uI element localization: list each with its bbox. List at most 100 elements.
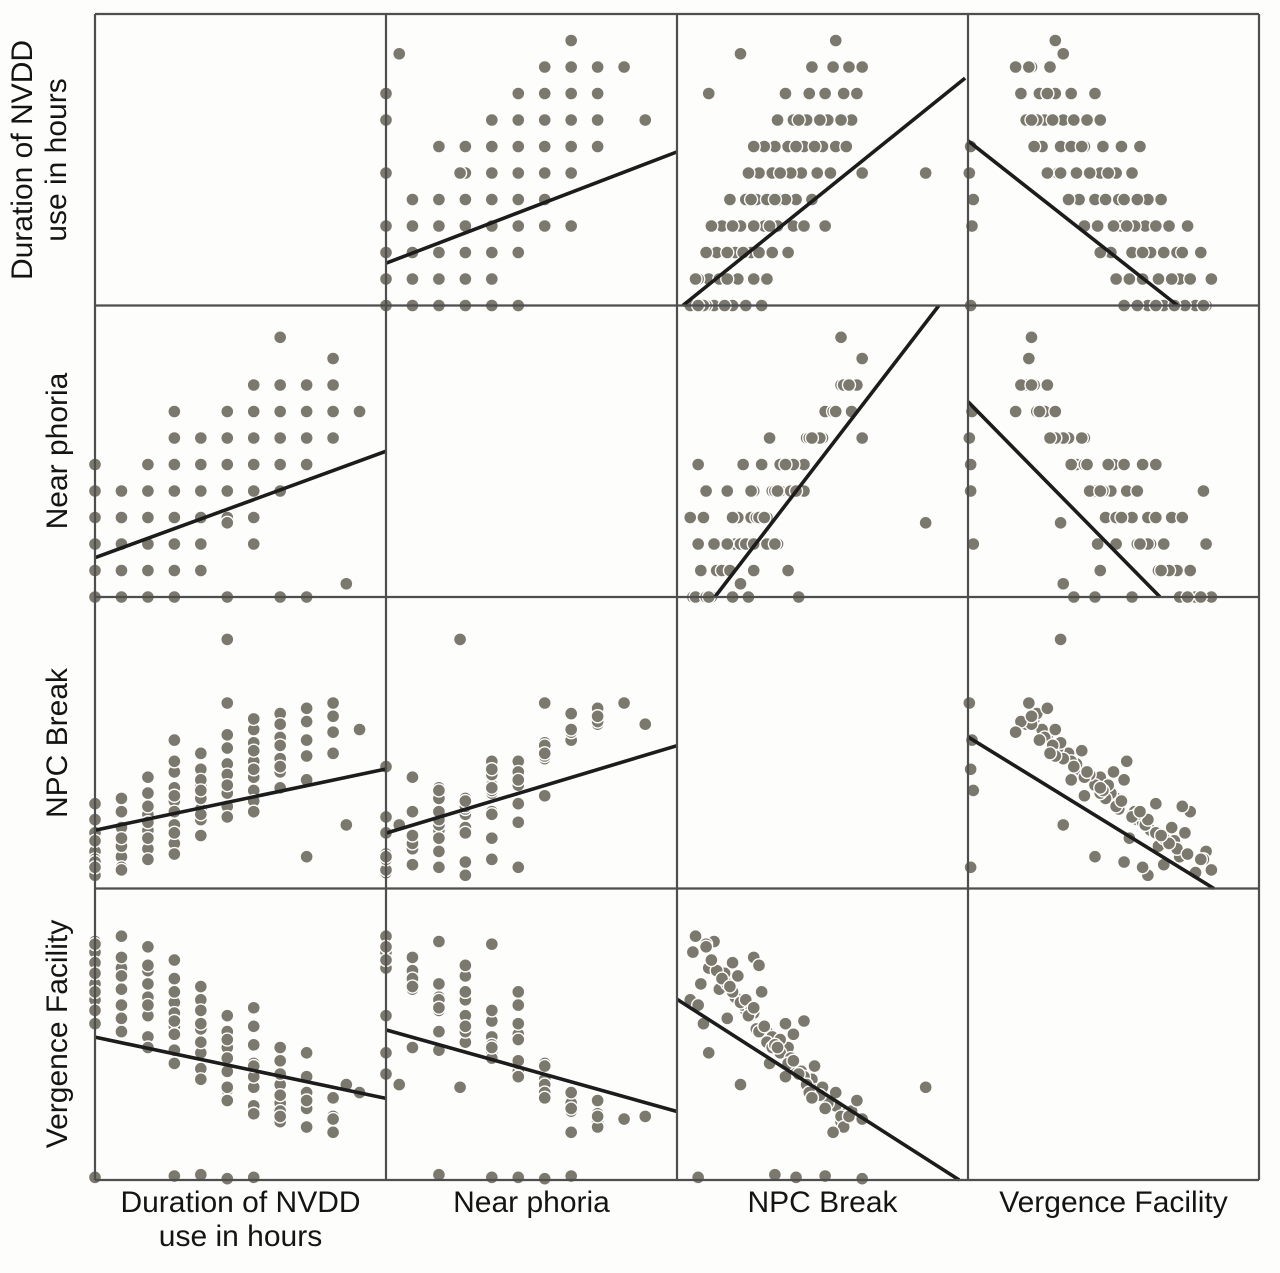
scatter-point [299,1045,314,1061]
scatter-point [220,515,235,530]
scatter-point [193,828,209,843]
scatter-point [140,997,156,1013]
scatter-point [246,1106,261,1121]
scatter-point [1087,849,1103,864]
scatter-point [272,404,288,419]
scatter-point [220,1080,235,1095]
scatter-point [405,950,420,965]
scatter-point [272,738,288,753]
scatter-point [272,1053,288,1068]
scatter-point [720,483,735,499]
scatter-point [1063,457,1079,472]
scatter-point [193,746,209,761]
scatter-point [746,218,761,234]
scatter-point [140,457,156,472]
scatter-point [1156,245,1171,260]
scatter-point [167,1027,182,1042]
scatter-point [431,192,447,207]
scatter-point [272,1109,288,1124]
scatter-point [452,1080,468,1095]
scatter-point [1148,796,1164,811]
scatter-point [780,563,796,578]
scatter-point [1177,825,1193,841]
scatter-point [484,780,500,795]
scatter-point [616,59,632,75]
scatter-point [1024,377,1039,393]
scatter-point [725,218,740,234]
scatter-point [392,1077,407,1092]
scatter-point [458,245,473,260]
scatter-point [193,430,209,446]
scatter-point [563,33,579,48]
scatter-panel [968,14,1259,306]
scatter-point [590,1093,605,1108]
scatter-point [458,868,473,883]
scatter-point [272,377,288,393]
scatter-point [299,701,314,716]
scatter-point [1053,632,1068,647]
fit-line [713,304,941,599]
scatter-point [452,632,468,647]
scatter-point [1116,854,1132,870]
scatter-point [1196,483,1211,499]
scatter-panel [968,597,1259,889]
scatter-point [1024,330,1039,345]
scatter-point [817,86,833,101]
scatter-point [765,245,780,260]
scatter-point [140,510,156,525]
scatter-point [1161,218,1177,234]
scatter-point [962,165,977,181]
scatter-point [405,1040,420,1055]
scatter-point [431,271,447,287]
scatter-point [638,112,653,128]
scatter-point [1056,817,1071,833]
scatter-point [1087,86,1103,101]
scatter-point [431,783,447,798]
scatter-point [405,828,420,843]
scatter-point [325,351,341,366]
scatter-point [1132,139,1148,154]
scatter-point [778,1016,793,1031]
scatter-point [1056,46,1071,61]
scatter-point [807,1058,822,1074]
scatter-point [1090,218,1105,234]
scatter-point [1093,483,1108,499]
scatter-point [193,1034,209,1050]
scatter-point [590,139,605,154]
scatter-point [431,245,447,260]
scatter-point [140,976,156,992]
scatter-point [823,165,838,181]
scatter-point [339,817,354,833]
scatter-point [272,1040,288,1055]
scatter-point [1063,86,1079,101]
scatter-point [325,1090,341,1106]
scatter-point [1008,724,1023,740]
scatter-point [1156,536,1171,552]
scatter-point [405,979,420,994]
scatter-point [807,139,822,154]
scatter-point [246,762,261,777]
scatter-point [1008,59,1023,75]
scatter-point [1042,59,1058,75]
scatter-point [220,740,235,756]
fit-line [94,1035,387,1101]
scatter-point [193,1167,209,1182]
scatter-point [272,759,288,774]
scatter-panel [677,888,968,1180]
scatter-point [511,139,526,154]
scatter-point [193,536,209,552]
scatter-point [167,754,182,769]
scatter-point [1024,112,1039,128]
scatter-point [484,830,500,846]
scatter-point [563,1125,579,1140]
scatter-point [966,536,981,552]
scatter-point [1135,860,1150,875]
scatter-point [854,59,870,75]
scatter-point [246,1019,261,1034]
scatter-point [1180,218,1195,234]
scatter-point [1066,759,1082,774]
scatter-point [114,510,129,525]
scatter-point [701,86,716,101]
scatter-point [458,271,473,287]
